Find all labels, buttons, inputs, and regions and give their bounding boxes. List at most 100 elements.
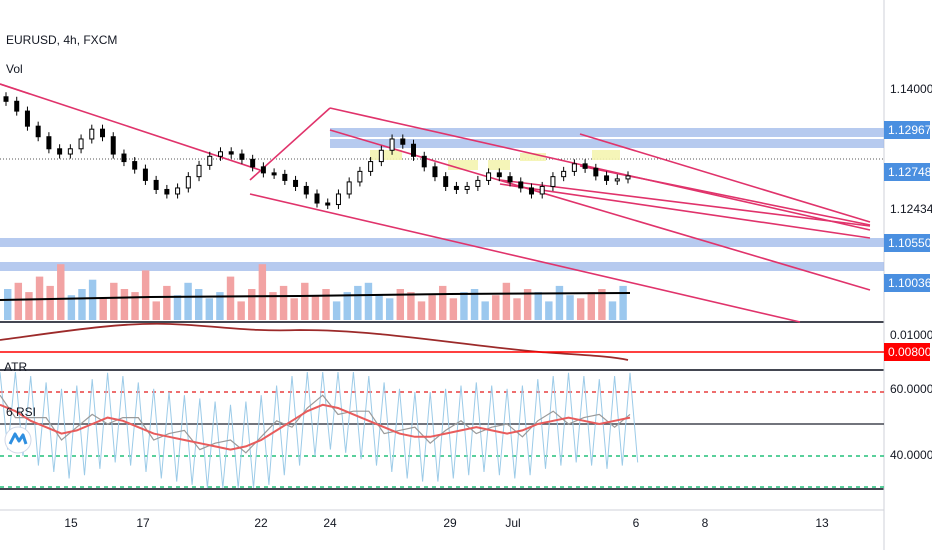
- y-tick-label: 1.14000: [890, 82, 932, 96]
- y-tick-label: 1.12434: [890, 202, 932, 216]
- candle-body: [443, 176, 449, 187]
- sr-zone: [0, 262, 884, 271]
- volume-bar: [237, 301, 245, 320]
- volume-bar: [502, 282, 511, 320]
- candle-body: [518, 181, 524, 189]
- candle-body: [539, 185, 545, 195]
- sr-zone: [330, 128, 884, 137]
- trend-line: [499, 179, 871, 227]
- candle-body: [368, 161, 374, 172]
- candle-body: [378, 149, 384, 163]
- candle-body: [196, 164, 202, 178]
- candle-body: [314, 193, 320, 204]
- trend-line: [499, 183, 871, 239]
- consolidation-box: [520, 153, 546, 161]
- volume-bar: [439, 285, 447, 320]
- candle-body: [335, 193, 341, 206]
- price-tag: 1.10550: [884, 234, 931, 252]
- candle-body: [475, 179, 481, 187]
- volume-bar: [163, 285, 171, 320]
- consolidation-box: [370, 150, 402, 160]
- candle-body: [142, 168, 148, 181]
- volume-bar: [110, 282, 118, 320]
- price-tag: 1.12967: [884, 121, 931, 139]
- candle-body: [582, 163, 588, 169]
- volume-bar: [407, 292, 415, 320]
- candle-body: [325, 202, 331, 206]
- candle-body: [100, 128, 106, 138]
- volume-bar: [417, 301, 426, 320]
- candle-body: [389, 138, 395, 151]
- x-tick-label: 8: [701, 516, 709, 530]
- volume-bar: [619, 285, 627, 320]
- volume-bar: [523, 289, 532, 320]
- consolidation-box: [448, 160, 478, 170]
- candle-body: [357, 170, 363, 183]
- candle-body: [464, 185, 470, 190]
- rsi-pane: [0, 371, 884, 489]
- x-tick-label: 6: [632, 516, 640, 530]
- candle-body: [411, 143, 417, 157]
- volume-bar: [99, 298, 107, 320]
- volume-bar: [14, 282, 23, 320]
- volume-bar: [555, 285, 564, 320]
- y-tick-label: 40.00000: [890, 448, 932, 462]
- candle-body: [260, 166, 266, 174]
- candle-body: [432, 166, 438, 178]
- volume-bar: [131, 292, 139, 320]
- volume-bar: [332, 301, 341, 320]
- x-tick-label: 22: [254, 516, 268, 530]
- trend-channels: [0, 83, 871, 323]
- candle-body: [400, 138, 406, 145]
- candle-body: [14, 100, 20, 112]
- y-tick-label: 60.00000: [890, 382, 932, 396]
- candle-body: [67, 148, 73, 155]
- volume-bar: [375, 295, 383, 320]
- candle-body: [35, 125, 41, 138]
- volume-bar: [608, 301, 617, 320]
- x-tick-label: 15: [64, 516, 78, 530]
- volume-bar: [173, 295, 182, 320]
- atr-value-tag: 0.00800: [884, 343, 931, 361]
- volume-bar: [513, 298, 521, 320]
- volume-bar: [269, 292, 277, 320]
- volume-bar: [587, 292, 595, 320]
- candle-body: [153, 179, 159, 190]
- consolidation-box: [592, 150, 620, 160]
- rsi-line: [0, 394, 631, 454]
- volume-bar: [25, 292, 33, 320]
- volume-ma-line: [0, 292, 631, 301]
- price-tag: 1.10036: [884, 274, 931, 292]
- volume-bar: [428, 295, 436, 320]
- volume-bar: [364, 282, 373, 320]
- volume-bar: [534, 292, 542, 320]
- candle-body: [614, 178, 620, 182]
- symbol-title: EURUSD, 4h, FXCM: [6, 33, 118, 47]
- volume-bar: [449, 298, 458, 320]
- candle-body: [561, 170, 567, 178]
- volume-bar: [258, 264, 267, 320]
- volume-bar: [226, 276, 235, 320]
- candle-body: [3, 96, 9, 102]
- x-tick-label: Jul: [505, 516, 521, 530]
- candle-body: [239, 153, 245, 160]
- volume-bar: [343, 292, 351, 320]
- volume-bar: [290, 298, 298, 320]
- volume-bar: [141, 270, 150, 320]
- candle-body: [528, 187, 534, 195]
- tradingview-logo-icon: [4, 426, 32, 454]
- volume-bar: [248, 289, 256, 320]
- atr-label: ATR: [4, 360, 28, 374]
- volume-bar: [576, 298, 585, 320]
- candle-body: [486, 172, 492, 181]
- candle-body: [217, 151, 223, 157]
- volume-bar: [301, 282, 309, 320]
- sr-zone: [330, 139, 884, 148]
- x-tick-label: 29: [443, 516, 457, 530]
- candle-body: [250, 158, 256, 168]
- volume-bar: [598, 289, 606, 320]
- rsi-signal-line: [0, 403, 631, 451]
- volume-bar: [481, 301, 489, 320]
- volume-label: Vol: [6, 62, 23, 76]
- candle-body: [89, 128, 95, 140]
